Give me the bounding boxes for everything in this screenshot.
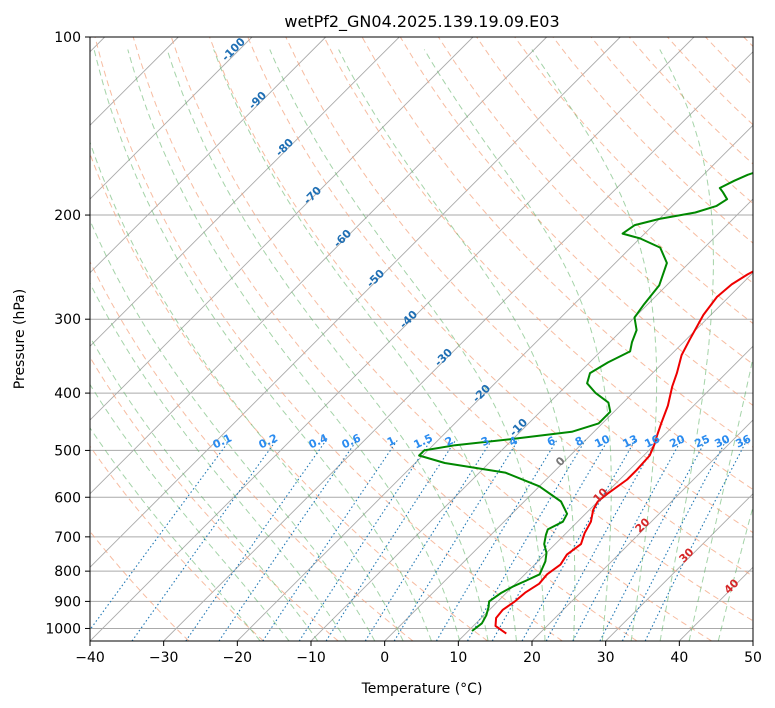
- mixing-ratio-line: [467, 439, 586, 641]
- x-tick-label: 20: [523, 650, 541, 666]
- x-tick-label: 30: [597, 650, 615, 666]
- y-tick-label: 700: [54, 530, 81, 546]
- moist-adiabat-line: [90, 426, 261, 641]
- isotherm-line: [752, 640, 753, 641]
- moist-adiabat-line: [717, 505, 753, 641]
- mixing-ratio-line: [491, 439, 609, 641]
- y-tick-label: 100: [54, 30, 81, 46]
- moist-adiabat-line: [659, 49, 714, 641]
- isotherm-line: [531, 419, 753, 641]
- y-axis-label: Pressure (hPa): [12, 289, 28, 389]
- dry-adiabat-line: [209, 37, 753, 622]
- isotherm-line: [457, 345, 753, 641]
- mixing-ratio-line: [545, 439, 658, 641]
- isotherm-line: [90, 37, 253, 200]
- mixing-ratio-line: [364, 439, 493, 641]
- dry-adiabat-line: [514, 37, 753, 284]
- x-tick-label: −40: [75, 650, 105, 666]
- mixing-ratio-line: [218, 439, 358, 641]
- moist-adiabat-line: [90, 383, 290, 641]
- mixing-ratio-label: 36: [734, 432, 754, 450]
- isotherm-line: [163, 51, 753, 641]
- x-axis-label: Temperature (°C): [361, 681, 483, 697]
- background-grid: [90, 37, 753, 641]
- moist-adiabat-line: [90, 336, 319, 641]
- mixing-ratio-line: [393, 439, 519, 641]
- y-tick-label: 1000: [45, 621, 81, 637]
- moist-adiabat-line: [90, 140, 404, 641]
- dry-adiabat-line: [285, 37, 753, 534]
- mixing-ratio-line: [298, 439, 432, 641]
- mixing-ratio-line: [325, 439, 457, 641]
- isotherm-line: [236, 124, 753, 641]
- y-tick-label: 600: [54, 490, 81, 506]
- mixing-ratio-label: 20: [668, 432, 688, 450]
- x-tick-label: 10: [449, 650, 467, 666]
- moist-adiabat-line: [531, 49, 658, 641]
- y-tick-label: 500: [54, 443, 81, 459]
- y-tick-label: 400: [54, 386, 81, 402]
- y-tick-label: 300: [54, 312, 81, 328]
- x-tick-label: −10: [296, 650, 326, 666]
- plot-background: [90, 37, 753, 641]
- dry-adiabat-line: [90, 445, 264, 641]
- y-tick-label: 800: [54, 564, 81, 580]
- isotherm-line: [90, 37, 474, 421]
- dry-adiabat-line: [247, 37, 753, 577]
- y-tick-label: 200: [54, 208, 81, 224]
- x-axis: −40 −30 −20 −10 0 10 20 30 40 50: [75, 641, 762, 666]
- mixing-ratio-label: 30: [713, 432, 733, 450]
- y-axis: 100 200 300 400 500 600 700 800 900 1000: [45, 30, 90, 637]
- mixing-ratio-line: [185, 439, 327, 641]
- mixing-ratio-label: 16: [643, 432, 663, 450]
- mixing-ratio-line: [435, 439, 558, 641]
- isotherm-line: [605, 493, 753, 641]
- isotherm-line: [90, 37, 400, 347]
- dry-adiabat-line: [94, 37, 563, 641]
- moist-adiabat-line: [93, 49, 432, 641]
- moist-adiabat-line: [90, 282, 347, 641]
- x-tick-label: −30: [149, 650, 179, 666]
- moist-adiabat-line: [213, 49, 517, 641]
- dry-adiabat-line: [170, 37, 712, 641]
- mixing-ratio-label: 13: [621, 432, 640, 450]
- dry-adiabat-line: [90, 356, 339, 641]
- isotherm-line: [90, 37, 548, 495]
- plot-frame: [89, 36, 754, 642]
- isotherm-line: [90, 37, 695, 641]
- isotherm-line: [384, 272, 753, 641]
- x-tick-label: 0: [380, 650, 389, 666]
- x-tick-label: 40: [670, 650, 688, 666]
- mixing-ratio-line: [90, 439, 231, 631]
- moist-adiabat-line: [166, 49, 489, 641]
- dry-adiabat-line: [323, 37, 753, 491]
- mixing-ratio-label: 25: [693, 432, 712, 450]
- mixing-ratio-label: 10: [593, 432, 613, 450]
- temperature-profile-line: [494, 270, 753, 635]
- moist-adiabat-line: [269, 49, 546, 641]
- chart-title: wetPf2_GN04.2025.139.19.09.E03: [284, 12, 559, 32]
- dry-adiabat-line: [90, 260, 414, 641]
- mixing-ratio-line: [262, 439, 399, 641]
- moist-adiabat-line: [338, 49, 576, 641]
- moist-adiabat-line: [90, 219, 376, 641]
- x-tick-label: 50: [744, 650, 762, 666]
- y-tick-label: 900: [54, 594, 81, 610]
- dry-adiabat-line: [476, 37, 753, 325]
- x-tick-label: −20: [223, 650, 253, 666]
- moist-adiabat-line: [127, 49, 461, 641]
- dewpoint-profile-line: [418, 171, 753, 632]
- mixing-ratio-line: [521, 439, 636, 641]
- data-series: [418, 171, 753, 635]
- moist-adiabat-line: [688, 355, 753, 641]
- moist-adiabat-line: [423, 49, 612, 641]
- isotherm-line: [90, 37, 621, 568]
- isotherm-line: [90, 37, 327, 274]
- mixing-ratio-line: [644, 439, 748, 641]
